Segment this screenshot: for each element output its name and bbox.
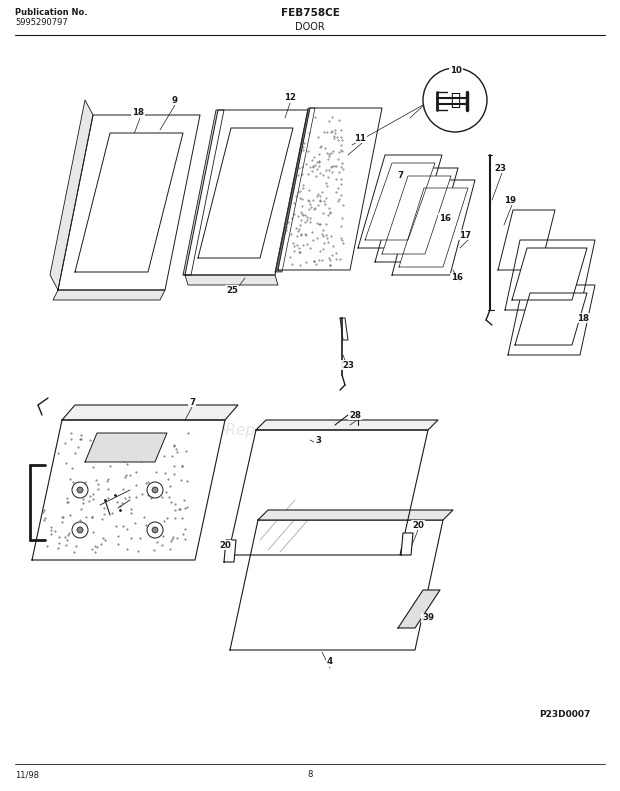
Text: 39: 39 (422, 614, 434, 623)
Text: 18: 18 (577, 313, 589, 323)
Polygon shape (230, 520, 443, 650)
Circle shape (77, 527, 83, 533)
Polygon shape (258, 510, 453, 520)
Text: 28: 28 (349, 411, 361, 419)
Polygon shape (275, 108, 315, 272)
Polygon shape (340, 318, 348, 340)
Polygon shape (505, 240, 595, 310)
Text: Publication No.: Publication No. (15, 8, 87, 17)
Polygon shape (228, 430, 428, 555)
Text: 9: 9 (172, 96, 178, 104)
Text: 8: 8 (308, 770, 312, 779)
Text: 18: 18 (132, 108, 144, 116)
Text: 12: 12 (284, 93, 296, 101)
Polygon shape (508, 285, 595, 355)
Polygon shape (58, 115, 200, 290)
Polygon shape (515, 293, 587, 345)
Circle shape (147, 482, 163, 498)
Polygon shape (185, 275, 278, 285)
Polygon shape (183, 110, 224, 275)
Text: eReplacementParts.com: eReplacementParts.com (216, 422, 404, 437)
Text: 11: 11 (354, 134, 366, 142)
Circle shape (72, 522, 88, 538)
Text: 7: 7 (189, 398, 195, 407)
Text: 23: 23 (494, 164, 506, 172)
Text: 23: 23 (342, 361, 354, 369)
Text: DOOR: DOOR (295, 22, 325, 32)
Circle shape (77, 487, 83, 493)
Polygon shape (198, 128, 293, 258)
Text: 20: 20 (412, 520, 424, 529)
Polygon shape (278, 108, 382, 270)
Circle shape (423, 68, 487, 132)
Text: 16: 16 (439, 214, 451, 222)
Text: 19: 19 (504, 195, 516, 205)
Polygon shape (358, 155, 442, 248)
Polygon shape (375, 168, 458, 262)
Text: 20: 20 (219, 540, 231, 550)
Text: 🔩: 🔩 (450, 91, 460, 109)
Circle shape (152, 487, 158, 493)
Circle shape (147, 522, 163, 538)
Text: 7: 7 (397, 171, 403, 180)
Text: 4: 4 (327, 657, 333, 667)
Text: 11/98: 11/98 (15, 770, 39, 779)
Polygon shape (498, 210, 555, 270)
Polygon shape (392, 180, 475, 275)
Polygon shape (53, 290, 165, 300)
Polygon shape (62, 405, 238, 420)
Text: FEB758CE: FEB758CE (281, 8, 339, 18)
Polygon shape (399, 188, 468, 267)
Polygon shape (382, 176, 451, 254)
Text: 25: 25 (226, 286, 238, 294)
Circle shape (72, 482, 88, 498)
Polygon shape (185, 110, 308, 275)
Text: 17: 17 (459, 230, 471, 240)
Polygon shape (256, 420, 438, 430)
Text: 10: 10 (450, 66, 462, 74)
Polygon shape (224, 540, 236, 562)
Polygon shape (401, 533, 413, 555)
Polygon shape (50, 100, 93, 290)
Text: 3: 3 (315, 436, 321, 445)
Polygon shape (398, 590, 440, 628)
Text: P23D0007: P23D0007 (539, 710, 590, 719)
Text: 16: 16 (451, 274, 463, 282)
Polygon shape (75, 133, 183, 272)
Polygon shape (32, 420, 225, 560)
Polygon shape (85, 433, 167, 462)
Polygon shape (365, 163, 435, 240)
Text: 5995290797: 5995290797 (15, 18, 68, 27)
Polygon shape (512, 248, 587, 300)
Circle shape (152, 527, 158, 533)
